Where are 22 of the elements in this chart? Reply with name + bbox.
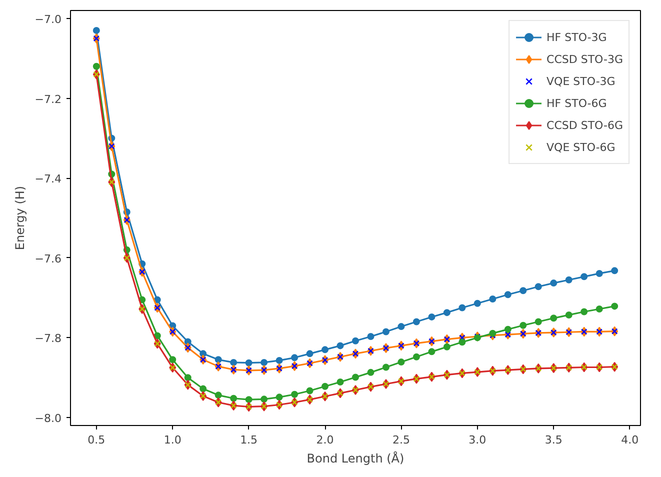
- y-tick-label: −8.0: [34, 412, 62, 426]
- y-tick-label: −7.4: [34, 172, 62, 186]
- x-tick-label: 1.0: [164, 434, 182, 446]
- y-tick-label: −7.8: [34, 332, 62, 346]
- y-tick-label: −7.6: [34, 252, 62, 266]
- x-tick-label: 3.0: [468, 434, 486, 446]
- x-tick-label: 2.5: [392, 434, 410, 446]
- legend-label: CCSD STO-3G: [546, 52, 623, 66]
- legend-label: HF STO-3G: [546, 30, 607, 44]
- x-tick-label: 4.0: [621, 434, 639, 446]
- legend-label: HF STO-6G: [546, 96, 607, 110]
- x-tick-label: 1.5: [240, 434, 258, 446]
- y-tick-label: −7.0: [34, 12, 62, 26]
- x-tick-label: 0.5: [88, 434, 106, 446]
- y-axis-title: Energy (H): [12, 186, 27, 250]
- legend-label: VQE STO-3G: [546, 74, 616, 88]
- y-tick-label: −7.2: [34, 92, 62, 106]
- legend-label: CCSD STO-6G: [546, 118, 623, 132]
- legend-label: VQE STO-6G: [546, 140, 616, 154]
- x-tick-label: 2.0: [316, 434, 334, 446]
- x-tick-label: 3.5: [544, 434, 562, 446]
- x-axis-title: Bond Length (Å): [306, 450, 404, 466]
